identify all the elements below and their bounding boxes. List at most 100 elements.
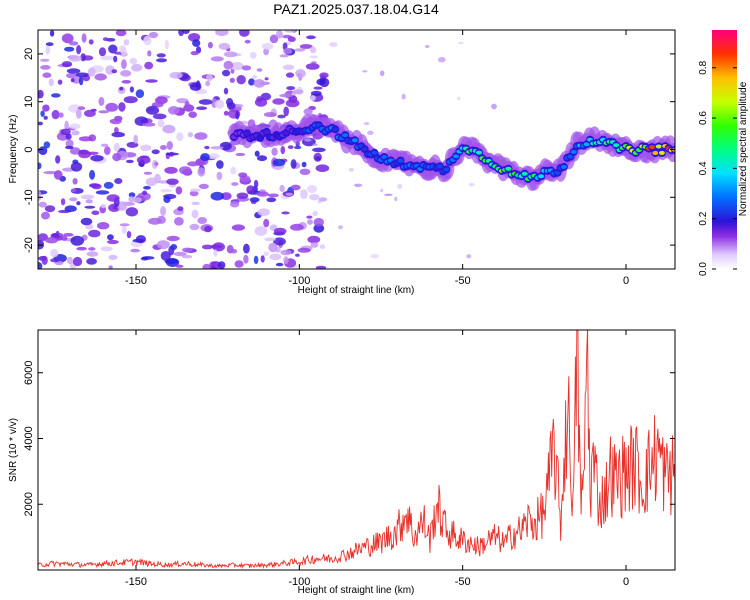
noise-blob [94,73,107,81]
noise-blob [130,248,141,253]
noise-blob [194,132,208,140]
noise-blob [310,242,319,248]
noise-blob [66,68,81,74]
noise-blob [69,147,81,155]
noise-blob [354,183,363,187]
noise-blob [76,45,82,55]
noise-blob [57,79,63,85]
noise-blob [253,79,265,88]
noise-blob [205,80,211,87]
noise-blob [316,78,326,86]
noise-blob [190,188,201,192]
noise-blob [106,38,116,42]
noise-blob [95,190,110,195]
noise-blob [169,71,183,79]
noise-blob [75,72,90,78]
ridge-peak [436,164,443,169]
noise-blob [348,167,355,172]
noise-blob [108,44,118,54]
noise-blob [98,47,107,57]
noise-blob [220,192,232,201]
noise-blob [123,39,130,46]
noise-blob [114,178,123,184]
noise-blob [307,235,321,244]
noise-blob [235,110,240,120]
noise-blob [279,54,289,58]
noise-blob [44,205,56,213]
colorbar-tick-label: 0.2 [698,211,709,225]
noise-blob [106,194,120,202]
colorbar-gradient [712,30,737,269]
noise-blob [163,195,171,203]
noise-blob [164,40,169,50]
noise-blob [261,42,274,50]
noise-blob [38,201,47,208]
noise-blob [281,211,290,215]
noise-blob [243,254,249,264]
noise-blob [384,193,393,196]
y-tick-label: -10 [23,189,35,205]
noise-blob [198,183,209,189]
noise-blob [264,237,276,242]
noise-blob [112,153,122,162]
noise-blob [104,146,111,156]
noise-blob [263,251,270,257]
noise-blob [190,51,199,56]
noise-blob [38,233,48,241]
noise-blob [290,184,301,191]
ridge-peak [263,129,270,134]
noise-blob [230,166,237,175]
noise-blob [246,185,256,194]
noise-blob [85,199,93,204]
noise-blob [76,201,81,206]
noise-blob [196,106,208,110]
y-tick-label: 0 [23,146,35,152]
noise-blob [181,255,193,259]
noise-blob [312,143,318,146]
noise-blob [43,115,48,120]
noise-blob [297,247,311,253]
noise-blob [160,206,167,217]
noise-blob [312,147,326,153]
noise-blob [142,256,155,260]
noise-blob [231,182,239,186]
noise-blob [91,210,100,216]
noise-blob [189,190,199,197]
noise-blob [115,30,127,37]
x-tick-label: 0 [623,576,629,588]
noise-blob [191,209,199,219]
y-tick-label: 4000 [23,426,35,450]
noise-blob [70,162,83,172]
noise-blob [284,30,297,33]
ridge-peak [521,171,528,176]
noise-blob [60,198,66,206]
noise-blob [64,120,69,131]
x-tick-label: -150 [125,275,147,287]
noise-blob [121,225,127,234]
snr-series-line [38,330,675,570]
noise-blob [77,106,86,111]
noise-blob [217,261,226,269]
noise-blob [100,55,114,61]
noise-blob [290,223,304,231]
noise-blob [60,235,68,241]
noise-blob [98,110,110,114]
noise-blob [204,145,210,150]
snr-frame [37,329,676,571]
noise-blob [201,244,213,250]
y-tick-label: 20 [23,48,35,60]
noise-blob [226,102,236,110]
noise-blob [249,197,260,203]
noise-blob [80,53,86,62]
snr-panel: -150 -100 -50 0 2000 4000 6000 Height of stra… [8,329,676,596]
noise-blob [143,171,153,175]
noise-blob [216,171,223,181]
x-tick-label: -100 [288,275,310,287]
noise-blob [306,215,313,219]
noise-blob [313,217,324,227]
noise-blob [210,146,224,150]
noise-blob [66,256,73,265]
noise-blob [103,181,114,189]
noise-blob [86,251,99,257]
noise-blob [305,63,320,70]
